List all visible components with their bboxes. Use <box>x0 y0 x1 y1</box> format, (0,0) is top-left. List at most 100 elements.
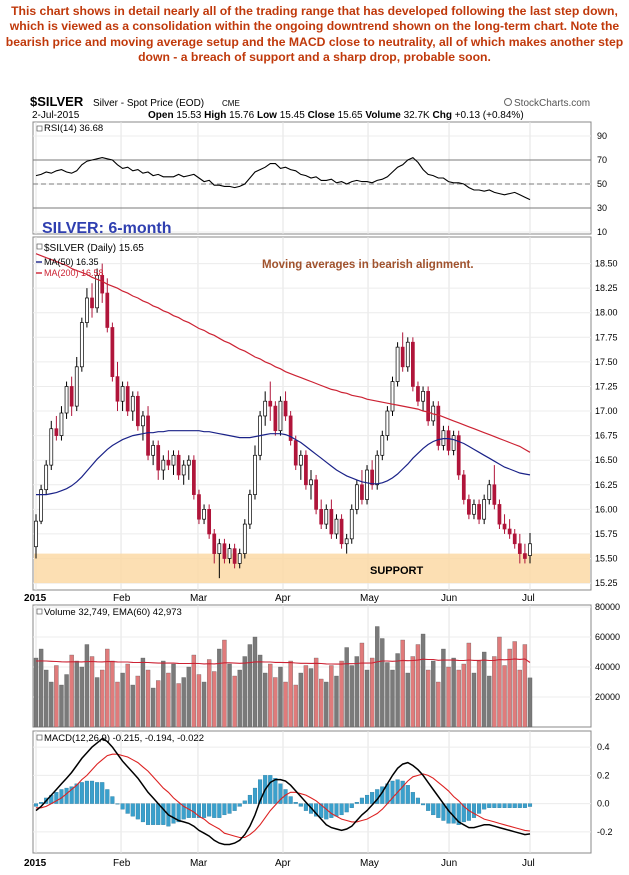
volume-bar <box>120 672 125 728</box>
ohlc-line: Open 15.53 High 15.76 Low 15.45 Close 15… <box>148 110 524 121</box>
candle-body <box>298 454 303 466</box>
volume-bar <box>64 674 69 728</box>
volume-ema-line <box>35 658 531 665</box>
volume-bar <box>54 665 59 728</box>
macd-histogram-bar <box>110 796 115 804</box>
volume-bar <box>278 666 283 728</box>
macd-histogram-bar <box>461 803 466 823</box>
candle-body <box>192 459 196 495</box>
macd-histogram-bar <box>502 803 507 808</box>
volume-bar <box>425 669 431 728</box>
volume-bar <box>471 672 477 728</box>
volume-layer <box>33 626 533 728</box>
volume-bar <box>125 663 130 728</box>
volume-bar <box>186 666 191 728</box>
candle-body <box>156 445 161 471</box>
ma50-legend-text: MA(50) 16.35 <box>44 257 99 267</box>
candle-body <box>161 459 166 471</box>
macd-histogram-bar <box>298 803 303 807</box>
volume-bar <box>308 668 314 728</box>
macd-histogram-bar <box>181 803 186 820</box>
volume-bar <box>446 666 451 728</box>
volume-bar <box>130 684 135 728</box>
volume-bar <box>461 663 466 728</box>
volume-bar <box>512 641 517 728</box>
candle-body <box>273 405 278 432</box>
macd-histogram-bar <box>390 780 395 804</box>
macd-tick-label: 0.0 <box>597 799 610 809</box>
rsi-line <box>35 156 531 201</box>
rsi-tick-label: 30 <box>597 203 607 213</box>
macd-histogram-bar <box>344 803 349 813</box>
macd-histogram-bar <box>349 803 354 808</box>
candle-body <box>146 415 150 456</box>
candle-body <box>360 484 364 500</box>
candle-body <box>85 297 89 323</box>
macd-histogram-bar <box>319 803 324 818</box>
date-tick-label: Apr <box>275 593 291 604</box>
candle-body <box>248 494 252 525</box>
volume-bar <box>44 669 49 728</box>
volume-bar <box>145 669 151 728</box>
candle-body <box>64 386 69 414</box>
candle-body <box>74 366 79 407</box>
candle-body <box>39 489 43 522</box>
candle-body <box>202 509 206 520</box>
price-tick-label: 15.50 <box>595 554 618 564</box>
candle-body <box>100 275 105 294</box>
macd-histogram-bar <box>334 803 339 817</box>
price-tick-label: 18.00 <box>595 308 618 318</box>
volume-bar <box>156 680 161 728</box>
price-legend-icon <box>36 243 43 250</box>
candle-body <box>456 435 461 476</box>
candle-body <box>329 509 334 535</box>
volume-bar <box>375 626 380 728</box>
volume-bar <box>385 662 390 728</box>
macd-histogram-bar <box>471 803 477 818</box>
macd-tick-label: 0.4 <box>597 742 610 752</box>
price-tick-label: 15.25 <box>595 578 618 588</box>
candle-body <box>90 297 94 309</box>
close-value: 15.65 <box>338 110 363 121</box>
volume-bar <box>410 656 416 728</box>
volume-bar <box>110 660 115 728</box>
volume-bar <box>166 672 171 728</box>
candle-body <box>497 504 502 525</box>
price-tick-label: 16.00 <box>595 504 618 514</box>
candle-body <box>467 499 471 515</box>
volume-bar <box>247 644 253 728</box>
volume-tick-label: 80000 <box>595 602 620 612</box>
candle-body <box>502 523 507 530</box>
macd-histogram-bar <box>314 803 319 817</box>
macd-histogram-bar <box>426 803 431 811</box>
ma-annotation: Moving averages in bearish alignment. <box>262 259 474 271</box>
candle-body <box>293 440 298 466</box>
macd-histogram-bar <box>237 803 242 807</box>
volume-bar <box>242 656 247 728</box>
macd-histogram-bar <box>89 780 95 804</box>
volume-bar <box>74 660 79 728</box>
volume-bar <box>49 681 54 728</box>
volume-bar <box>466 642 472 728</box>
volume-bar <box>380 638 385 728</box>
volume-bar <box>415 644 421 728</box>
date-tick-label: Jun <box>441 593 457 604</box>
macd-histogram-bar <box>410 792 415 804</box>
macd-histogram-bar <box>268 775 273 804</box>
macd-histogram-bar <box>400 780 405 804</box>
volume-value: 32.7K <box>404 110 430 121</box>
ma200-legend-text: MA(200) 16.58 <box>44 268 104 278</box>
volume-bar <box>268 663 273 728</box>
volume-bar <box>324 681 329 728</box>
volume-bar <box>303 665 309 728</box>
macd-histogram-bar <box>130 803 135 817</box>
rsi-legend-text: RSI(14) 36.68 <box>44 123 103 134</box>
low-value: 15.45 <box>280 110 305 121</box>
price-tick-label: 16.50 <box>595 455 618 465</box>
volume-bar <box>171 663 176 728</box>
macd-histogram-bar <box>125 803 130 814</box>
volume-tick-label: 40000 <box>595 662 620 672</box>
candle-body <box>349 509 354 540</box>
macd-histogram-bar <box>171 803 176 824</box>
date-tick-label: 2015 <box>24 593 47 604</box>
